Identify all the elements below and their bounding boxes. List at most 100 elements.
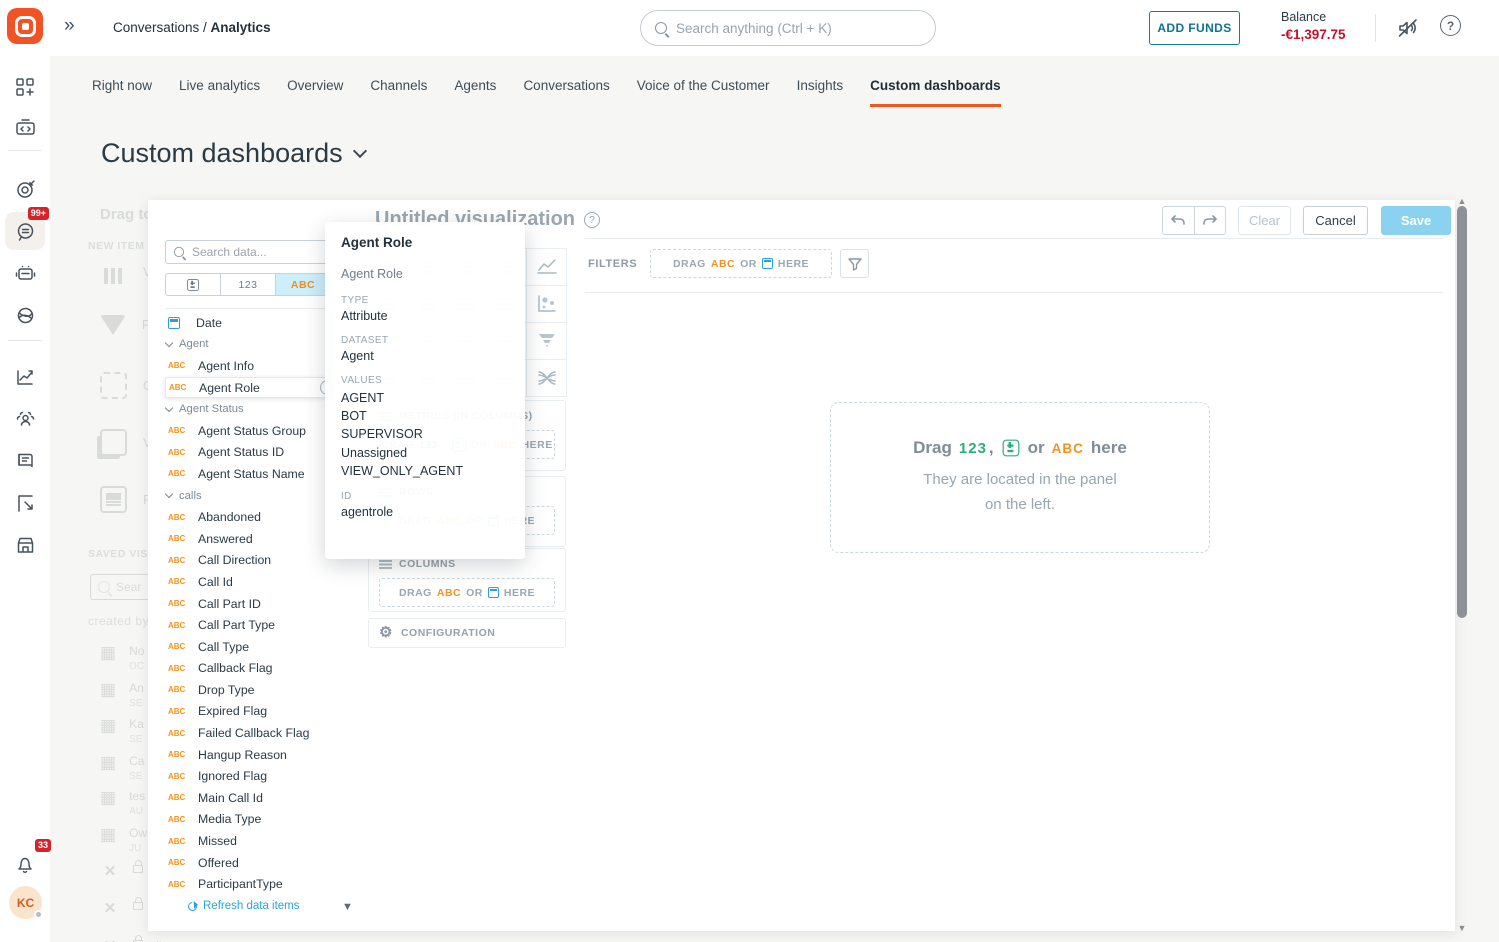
field-item[interactable]: ABC Callback Flag (168, 661, 273, 676)
field-item[interactable]: ABC Agent Status Group (168, 423, 307, 438)
tab-custom-dashboards[interactable]: Custom dashboards (870, 78, 1001, 107)
field-item[interactable]: ABC Hangup Reason (168, 747, 287, 762)
group-agent-status[interactable]: Agent Status (164, 398, 341, 420)
field-item[interactable]: ABC Drop Type (168, 682, 255, 697)
rail-divider (8, 340, 42, 341)
analytics-chart-icon[interactable] (5, 358, 45, 396)
field-item[interactable]: ABC Agent Info (168, 358, 255, 373)
field-item[interactable]: ABC Abandoned (168, 510, 261, 525)
tab-right-now[interactable]: Right now (92, 78, 153, 93)
tab-agents[interactable]: Agents (454, 78, 497, 93)
bg-created-by: created by (88, 614, 150, 628)
moments-target-icon[interactable] (5, 170, 45, 208)
tab-insights[interactable]: Insights (796, 78, 844, 93)
user-avatar[interactable]: KC (9, 886, 43, 919)
columns-drop-target[interactable]: DRAG ABC OR HERE (379, 578, 555, 607)
infobip-logo[interactable] (7, 8, 43, 44)
filters-divider (585, 292, 1443, 293)
data-search-input[interactable] (192, 245, 312, 259)
field-item[interactable]: ABC ParticipantType (168, 877, 283, 892)
filter-button[interactable] (840, 249, 869, 278)
main-content: Right now Live analytics Overview Channe… (50, 56, 1499, 942)
popup-dataset-value: Agent (341, 349, 374, 363)
abc-type-icon: ABC (168, 814, 186, 824)
field-item[interactable]: ABC Answered (168, 531, 253, 546)
cancel-button[interactable]: Cancel (1303, 206, 1368, 235)
tab-conversations[interactable]: Conversations (523, 78, 610, 93)
configuration-zone[interactable]: ⚙ CONFIGURATION (368, 618, 566, 648)
field-date[interactable]: Date (165, 312, 341, 334)
field-item[interactable]: ABC Call Part ID (168, 596, 261, 611)
page-title[interactable]: Custom dashboards (101, 138, 367, 169)
page-scrollbar[interactable]: ▲ ▼ (1455, 196, 1469, 933)
marketplace-store-icon[interactable] (5, 526, 45, 564)
field-item[interactable]: ABC Missed (168, 834, 237, 849)
field-item[interactable]: ABC Agent Status Name (168, 466, 305, 481)
answers-bot-icon[interactable] (5, 254, 45, 292)
global-search[interactable] (640, 10, 936, 46)
lock-icon (133, 897, 143, 910)
field-item[interactable]: ABC Offered (168, 855, 239, 870)
popup-subtitle: Agent Role (341, 267, 403, 281)
help-icon[interactable]: ? (1440, 15, 1461, 36)
viz-type-line-chart[interactable] (526, 248, 567, 286)
field-item[interactable]: ABC Agent Status ID (168, 445, 285, 460)
undo-redo-group (1162, 206, 1226, 235)
scrollbar-thumb[interactable] (1457, 206, 1467, 618)
field-item[interactable]: ABC Main Call Id (168, 790, 263, 805)
abc-type-icon: ABC (168, 599, 186, 609)
notifications-bell-icon[interactable]: 33 (5, 839, 51, 883)
people-flow-icon[interactable] (5, 296, 45, 334)
field-item[interactable]: ABC Call Part Type (168, 618, 276, 633)
developer-tools-icon[interactable] (5, 108, 45, 146)
global-search-input[interactable] (676, 20, 906, 36)
tab-overview[interactable]: Overview (287, 78, 344, 93)
group-agent[interactable]: Agent (164, 334, 341, 356)
panel-scroll-down-icon[interactable]: ▼ (342, 901, 353, 913)
viz-type-funnel[interactable] (526, 322, 567, 360)
calc-icon (187, 278, 199, 291)
tab-attribute-type[interactable]: ABC (275, 274, 330, 295)
field-item[interactable]: ABC Ignored Flag (168, 769, 268, 784)
field-item[interactable]: ABC Call Type (168, 639, 250, 654)
undo-button[interactable] (1163, 207, 1195, 234)
filters-drop-target[interactable]: DRAG ABC OR HERE (650, 249, 832, 278)
abc-type-icon: ABC (168, 512, 186, 522)
exchange-flag-icon[interactable] (5, 484, 45, 522)
tab-live-analytics[interactable]: Live analytics (179, 78, 261, 93)
scroll-down-icon[interactable]: ▼ (1457, 923, 1467, 933)
abc-type-icon: ABC (168, 771, 186, 781)
audience-people-icon[interactable] (5, 400, 45, 438)
tab-metrics-type[interactable] (166, 274, 220, 295)
tab-channels[interactable]: Channels (370, 78, 428, 93)
field-item[interactable]: ABC Call Direction (168, 553, 272, 568)
info-icon[interactable]: ? (584, 211, 601, 228)
conversations-chat-icon[interactable]: 99+ (5, 207, 49, 250)
calendar-icon (168, 316, 180, 329)
add-funds-button[interactable]: ADD FUNDS (1149, 11, 1240, 45)
redo-button[interactable] (1195, 207, 1226, 234)
save-button[interactable]: Save (1381, 206, 1451, 235)
mute-sound-icon[interactable] (1395, 15, 1421, 41)
field-item[interactable]: ABC Media Type (168, 812, 262, 827)
viz-type-scatter[interactable] (526, 285, 567, 323)
refresh-data-items-link[interactable]: Refresh data items (186, 899, 300, 913)
calendar-icon (761, 258, 773, 269)
canvas-drop-area[interactable]: Drag 123, or ABC here They are located in t… (830, 402, 1210, 553)
data-search[interactable] (165, 240, 331, 264)
knowledge-book-icon[interactable] (5, 442, 45, 480)
viz-type-sankey[interactable] (526, 359, 567, 397)
field-item[interactable]: ABC Call Id (168, 574, 233, 589)
tab-voice-of-the-customer[interactable]: Voice of the Customer (636, 78, 770, 93)
notifications-badge: 33 (34, 839, 51, 852)
group-calls[interactable]: calls (164, 485, 341, 507)
filters-label: FILTERS (588, 258, 638, 270)
scroll-up-icon[interactable]: ▲ (1457, 196, 1467, 206)
field-item[interactable]: ABC Expired Flag (168, 704, 268, 719)
tab-numeric-type[interactable]: 123 (220, 274, 275, 295)
field-item[interactable]: ABC Failed Callback Flag (168, 726, 310, 741)
clear-button[interactable]: Clear (1238, 206, 1291, 235)
collapse-sidebar-icon[interactable]: » (64, 15, 74, 36)
apps-grid-icon[interactable] (5, 68, 45, 106)
